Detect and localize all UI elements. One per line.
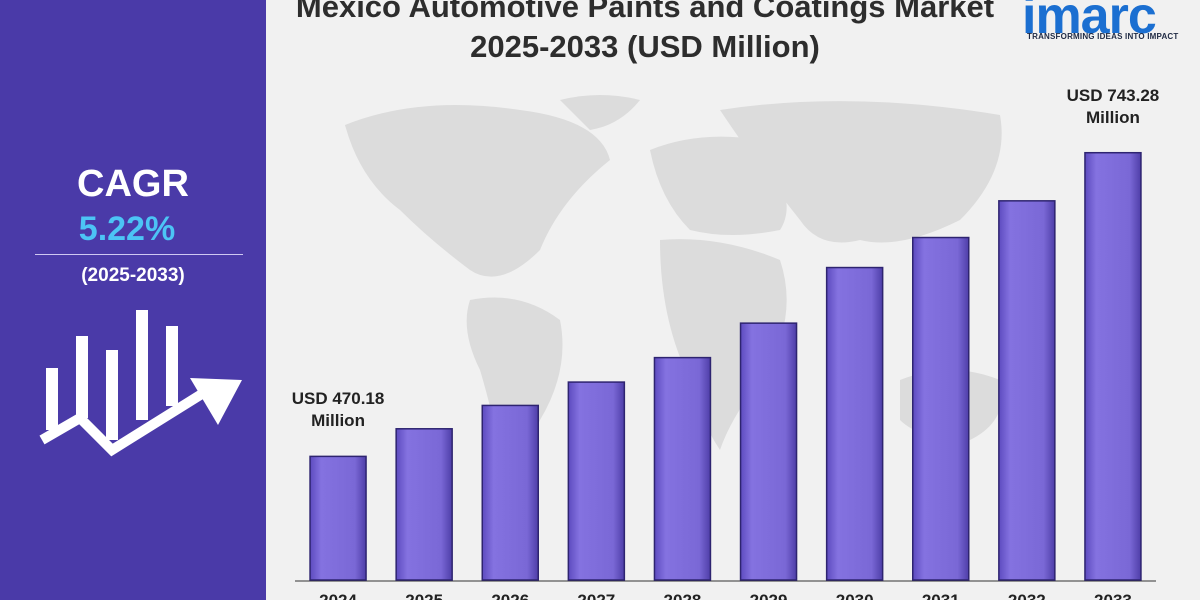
value-label: USD 470.18 Million bbox=[291, 389, 385, 431]
x-tick-label: 2031 bbox=[922, 591, 960, 600]
x-tick-label: 2030 bbox=[836, 591, 874, 600]
x-tick-label: 2024 bbox=[319, 591, 357, 600]
cagr-period: (2025-2033) bbox=[81, 265, 185, 286]
world-map bbox=[345, 95, 1002, 480]
bar bbox=[309, 455, 367, 581]
growth-icon bbox=[39, 310, 242, 457]
bar bbox=[998, 200, 1056, 581]
x-tick-label: 2027 bbox=[577, 591, 615, 600]
bar bbox=[1084, 151, 1142, 581]
divider bbox=[35, 254, 243, 255]
cagr-label: CAGR bbox=[77, 163, 189, 205]
value-label: USD 743.28 Million bbox=[1066, 85, 1160, 127]
bar bbox=[395, 428, 453, 581]
logo: imarc bbox=[1022, 0, 1157, 45]
chart-title: Mexico Automotive Paints and Coatings Ma… bbox=[295, 0, 995, 64]
cagr-value: 5.22% bbox=[78, 210, 176, 248]
bar bbox=[739, 322, 798, 581]
logo-tagline: TRANSFORMING IDEAS INTO IMPACT bbox=[1027, 32, 1179, 41]
x-tick-label: 2028 bbox=[664, 591, 702, 600]
sidebar: CAGR 5.22% (2025-2033) bbox=[0, 0, 266, 600]
x-tick-label: 2033 bbox=[1094, 591, 1132, 600]
x-tick-label: 2029 bbox=[750, 591, 788, 600]
bar bbox=[825, 266, 884, 581]
bar bbox=[912, 236, 970, 581]
x-tick-label: 2026 bbox=[491, 591, 529, 600]
bar bbox=[481, 404, 539, 581]
bar bbox=[653, 356, 712, 581]
x-tick-label: 2032 bbox=[1008, 591, 1046, 600]
x-tick-label: 2025 bbox=[405, 591, 443, 600]
bar bbox=[567, 381, 626, 581]
